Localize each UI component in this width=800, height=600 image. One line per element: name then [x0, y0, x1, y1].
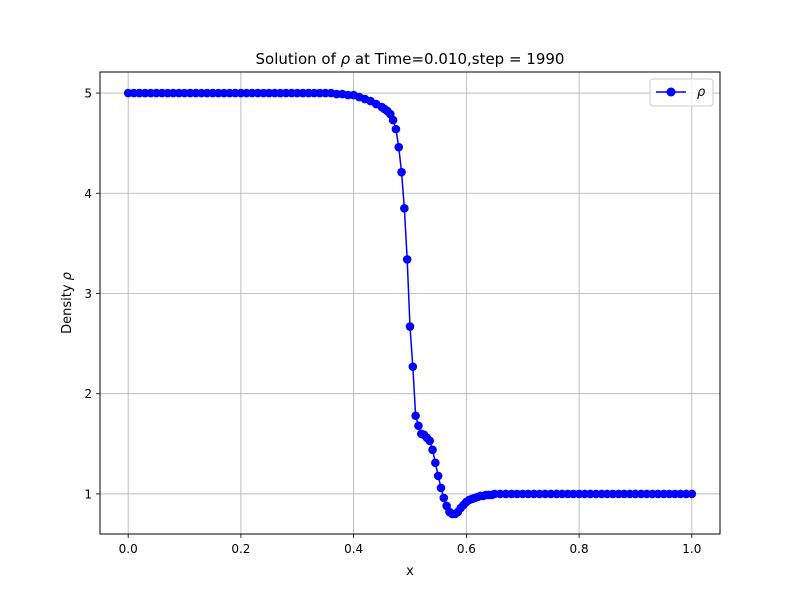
x-axis-ticks: 0.0 0.2 0.4 0.6 0.8 1.0 — [119, 534, 701, 556]
x-tick-label: 0.8 — [570, 542, 589, 556]
x-axis-label: x — [406, 564, 414, 579]
data-point — [394, 142, 404, 152]
y-tick-label: 2 — [84, 387, 92, 401]
legend-label: ρ — [697, 85, 706, 100]
x-tick-label: 0.6 — [457, 542, 476, 556]
y-tick-label: 4 — [84, 187, 92, 201]
y-tick-label: 3 — [84, 287, 92, 301]
legend: ρ — [649, 78, 714, 107]
plot-area-frame — [99, 71, 721, 535]
grid-lines — [100, 72, 720, 534]
y-axis-label: Density ρ — [60, 271, 75, 334]
data-point — [436, 483, 446, 493]
data-point — [431, 458, 440, 468]
data-point — [414, 421, 423, 431]
x-tick-label: 0.0 — [119, 542, 138, 556]
x-tick-label: 0.2 — [231, 542, 250, 556]
data-point — [428, 445, 437, 455]
legend-marker-swatch — [666, 87, 676, 97]
data-point — [425, 436, 435, 446]
data-point — [400, 204, 409, 213]
x-tick-label: 1.0 — [682, 542, 701, 556]
data-point — [433, 471, 443, 481]
data-point — [405, 322, 415, 331]
data-point — [391, 124, 401, 134]
y-axis-ticks: 1 2 3 4 5 — [84, 87, 100, 501]
y-tick-label: 1 — [84, 487, 92, 501]
data-point — [439, 493, 449, 503]
data-point — [408, 362, 418, 371]
data-point — [402, 255, 412, 264]
data-point — [388, 115, 398, 125]
data-point — [411, 411, 420, 421]
x-tick-label: 0.4 — [344, 542, 363, 556]
series-layer — [123, 88, 697, 519]
data-point — [687, 489, 697, 499]
data-point — [397, 167, 406, 177]
chart-title: Solution of ρ at Time=0.010,step = 1990 — [256, 50, 565, 68]
y-tick-label: 5 — [84, 87, 92, 101]
